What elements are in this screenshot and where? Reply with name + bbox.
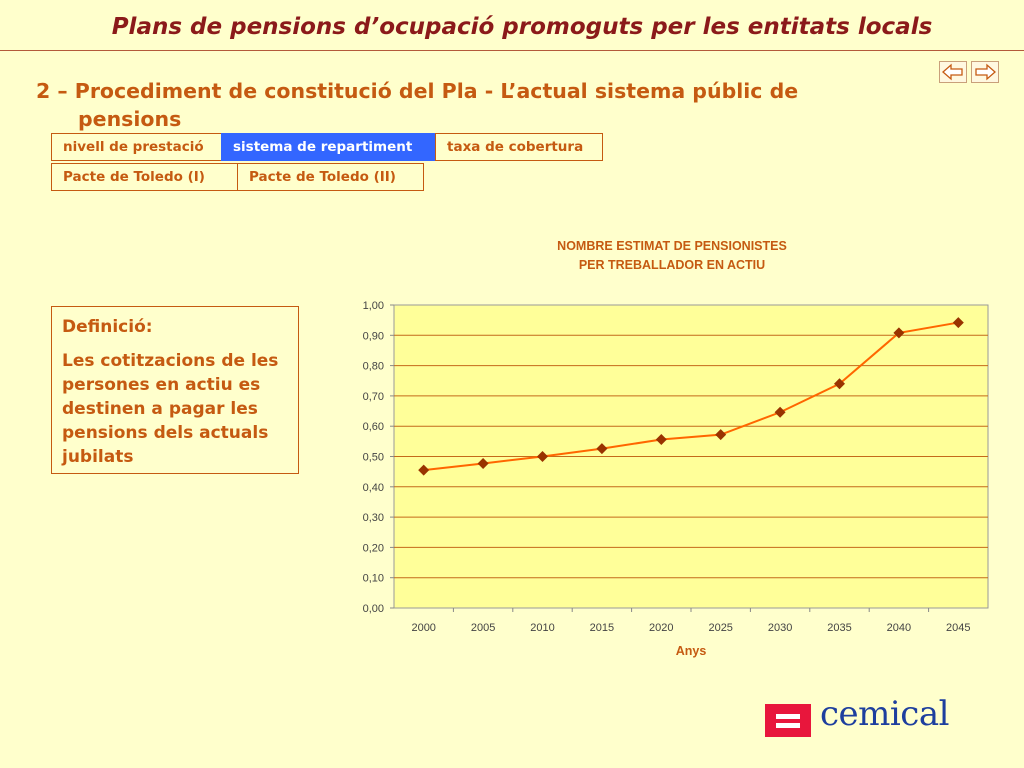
y-tick-label: 0,90 (363, 330, 384, 342)
next-slide-button[interactable] (971, 61, 999, 83)
y-tick-label: 0,60 (363, 421, 384, 433)
y-tick-label: 0,10 (363, 573, 384, 585)
y-tick-label: 0,50 (363, 452, 384, 464)
definition-title: Definició: (62, 317, 153, 337)
chart-title: NOMBRE ESTIMAT DE PENSIONISTES PER TREBA… (472, 237, 872, 275)
data-point (477, 457, 489, 469)
tab-nivell-de-prestacio[interactable]: nivell de prestació (51, 133, 222, 161)
data-point (537, 451, 548, 462)
page-title: Plans de pensions d’ocupació promoguts p… (111, 14, 933, 40)
data-point (834, 378, 845, 390)
arrow-left-icon (942, 63, 963, 81)
data-point (418, 464, 430, 476)
x-axis-label: Anys (676, 644, 707, 658)
chart-title-line2: PER TREBALLADOR EN ACTIU (578, 258, 766, 272)
y-tick-label: 0,40 (363, 482, 384, 494)
x-tick-label: 2010 (530, 622, 554, 634)
x-tick-label: 2030 (768, 622, 792, 634)
data-point (596, 443, 608, 455)
section-heading-line1: 2 – Procediment de constitució del Pla -… (36, 79, 799, 103)
x-tick-label: 2035 (827, 622, 851, 634)
y-tick-label: 0,30 (363, 512, 384, 524)
cemical-logo: cemical (765, 694, 975, 740)
y-tick-label: 0,70 (363, 391, 384, 403)
definition-box: Definició: Les cotitzacions de les perso… (51, 306, 299, 474)
definition-text: Les cotitzacions de les persones en acti… (62, 351, 279, 467)
x-tick-label: 2015 (590, 622, 614, 634)
data-point (893, 327, 905, 339)
data-point (715, 429, 727, 441)
y-tick-label: 0,00 (363, 603, 384, 615)
tab-sistema-de-repartiment[interactable]: sistema de repartiment (221, 133, 436, 161)
y-tick-label: 0,80 (363, 361, 384, 373)
y-tick-label: 0,20 (363, 542, 384, 554)
title-divider (0, 50, 1024, 51)
logo-mark (765, 704, 811, 737)
section-heading: 2 – Procediment de constitució del Pla -… (36, 77, 906, 133)
data-point (952, 317, 964, 329)
logo-text: cemical (820, 694, 949, 734)
previous-slide-button[interactable] (939, 61, 967, 83)
x-tick-label: 2005 (471, 622, 495, 634)
tab-pacte-de-toledo-2[interactable]: Pacte de Toledo (II) (237, 163, 424, 191)
data-point (655, 434, 667, 446)
tab-pacte-de-toledo-1[interactable]: Pacte de Toledo (I) (51, 163, 238, 191)
section-heading-line2: pensions (78, 107, 182, 131)
x-tick-label: 2000 (411, 622, 435, 634)
arrow-right-icon (975, 63, 996, 81)
chart-title-line1: NOMBRE ESTIMAT DE PENSIONISTES (557, 239, 787, 253)
x-tick-label: 2045 (946, 622, 970, 634)
x-tick-label: 2040 (887, 622, 911, 634)
x-tick-label: 2020 (649, 622, 673, 634)
y-tick-label: 1,00 (363, 300, 384, 312)
series-line (423, 321, 959, 472)
data-point (774, 406, 786, 418)
tab-taxa-de-cobertura[interactable]: taxa de cobertura (435, 133, 603, 161)
x-tick-label: 2025 (708, 622, 732, 634)
pensioners-line-chart: 0,00 0,10 0,20 0,30 0,40 0,50 0,60 0,70 0,80 0,90… (363, 300, 989, 658)
